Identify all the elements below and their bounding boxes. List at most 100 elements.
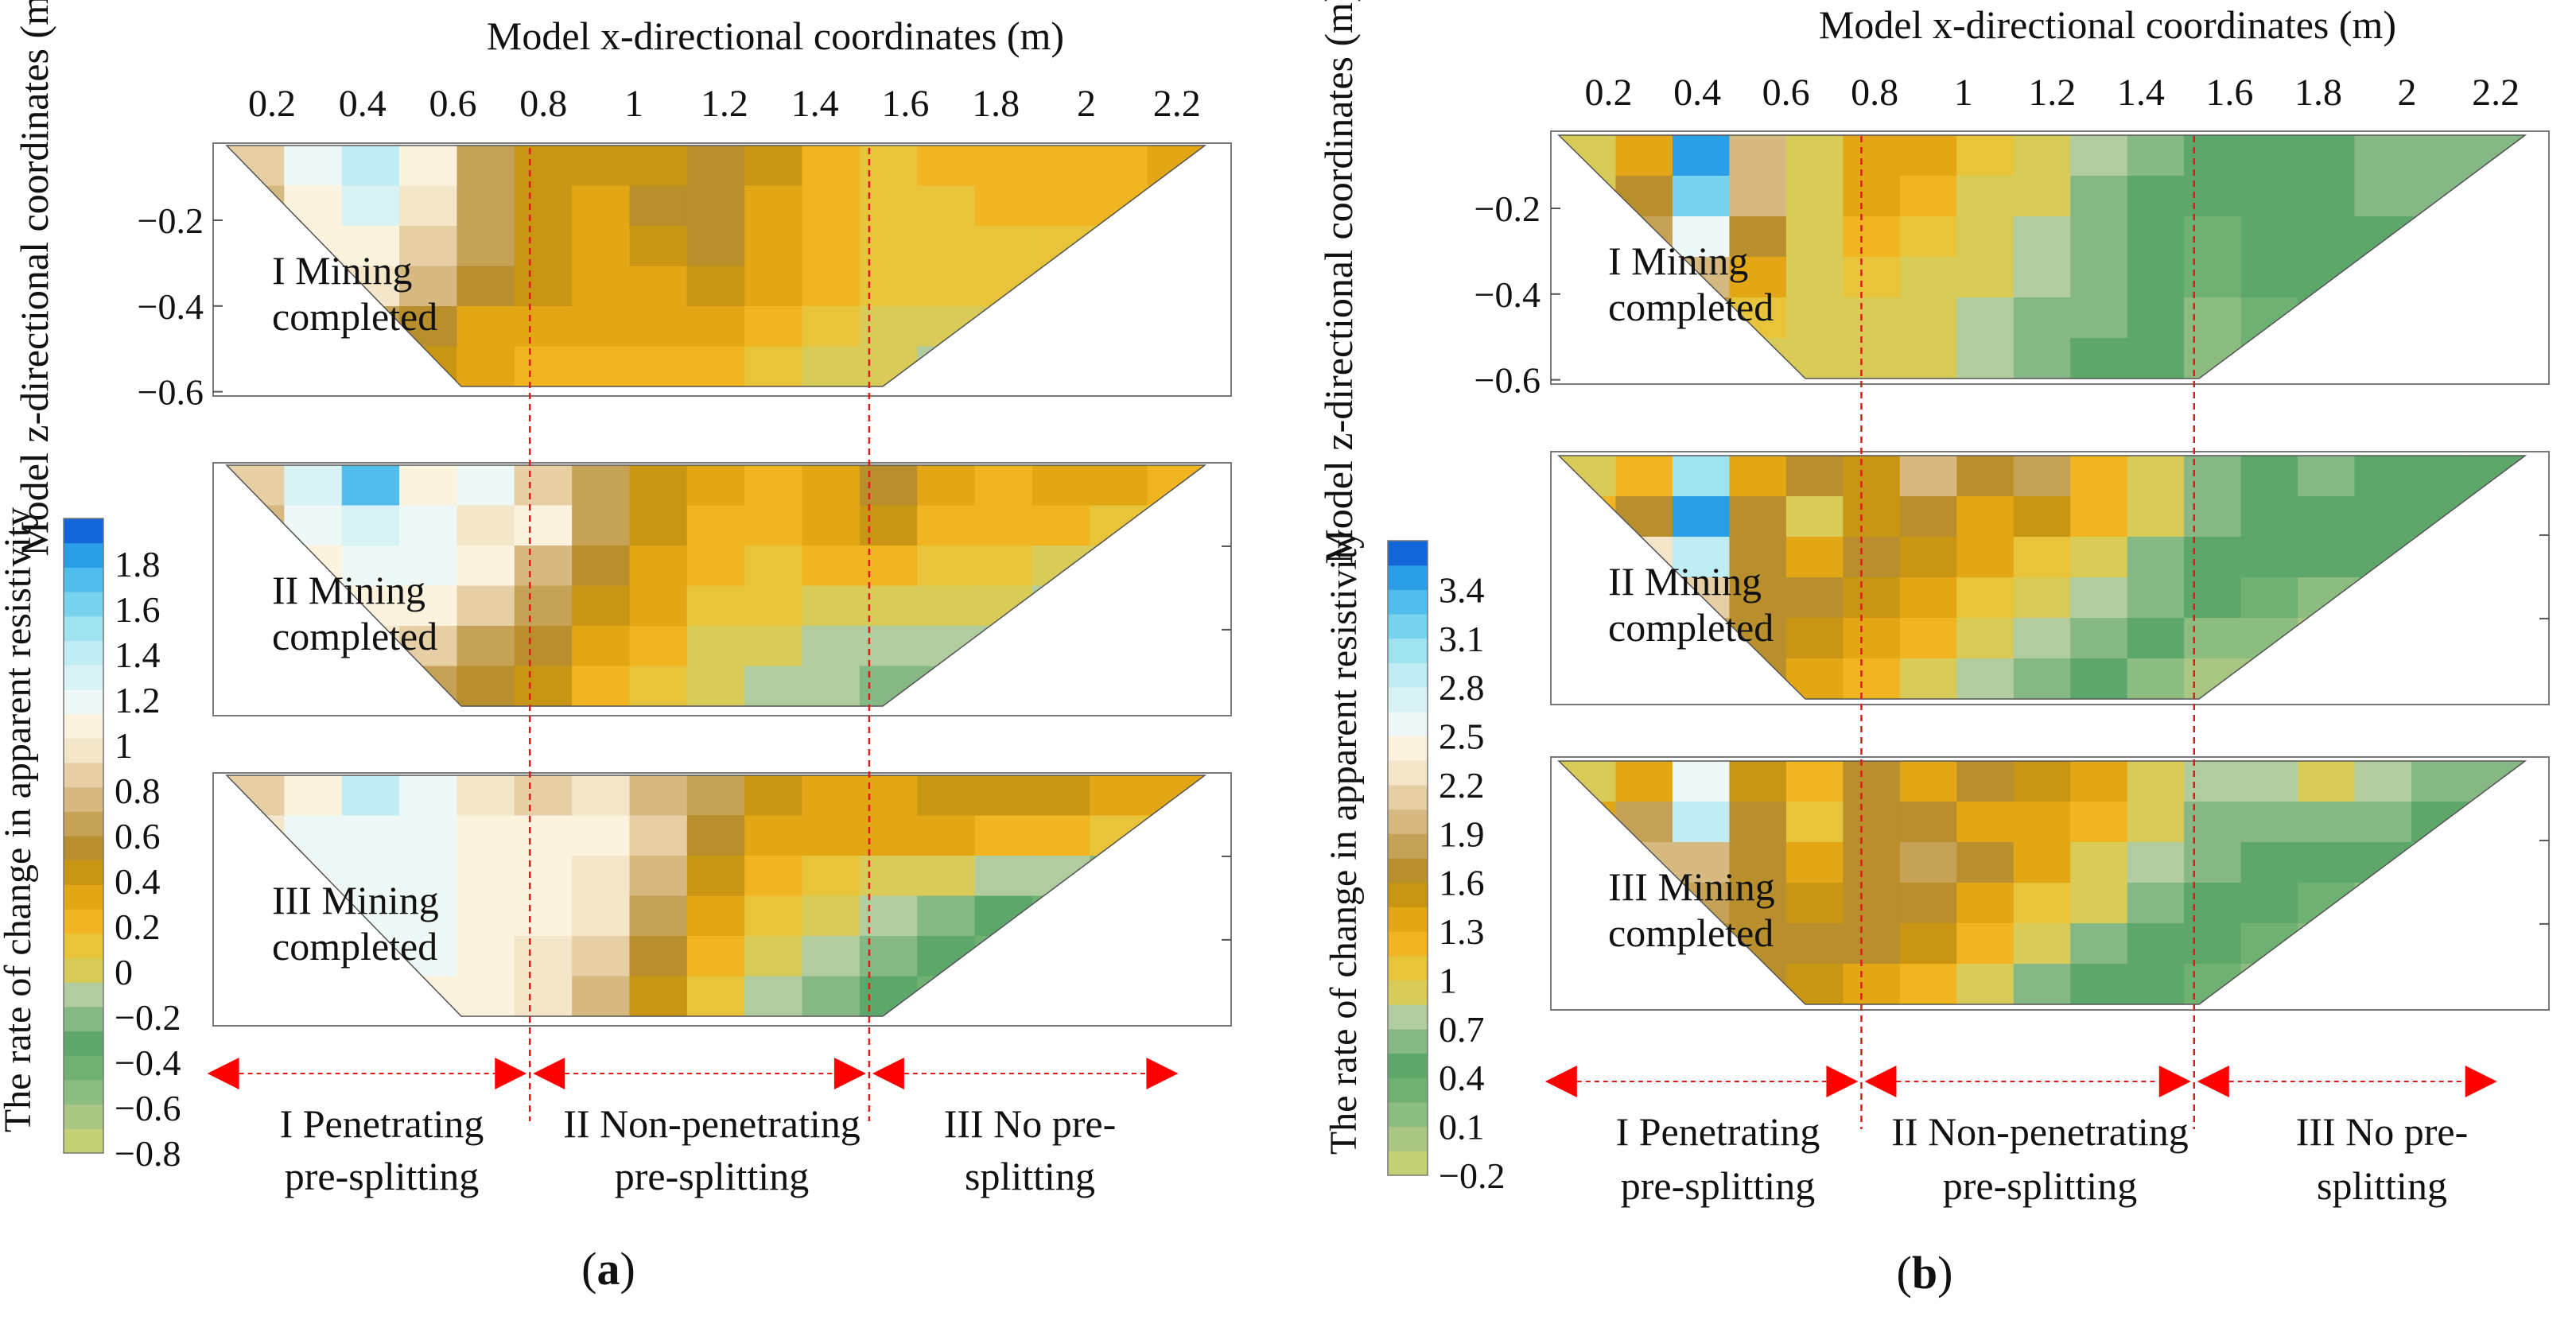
colorbar-segment	[64, 1128, 103, 1154]
colorbar-segment	[1388, 638, 1428, 663]
heatmap-cell	[1785, 176, 1844, 217]
colorbar-tick-label: −0.2	[1439, 1155, 1505, 1196]
heatmap-cell	[2184, 842, 2242, 883]
heatmap-cell	[744, 895, 803, 937]
heatmap-cell	[629, 465, 688, 507]
heatmap-cell	[2127, 964, 2186, 1004]
heatmap-cell	[744, 976, 803, 1016]
x-tick-label: 0.6	[429, 83, 477, 125]
heatmap-cell	[744, 856, 803, 897]
colorbar-segment	[64, 542, 103, 568]
colorbar-tick-label: 1.6	[115, 589, 161, 630]
heatmap-cell	[2240, 216, 2299, 258]
heatmap-cell	[686, 226, 746, 267]
heatmap-cell	[974, 815, 1033, 856]
heatmap-cell	[2298, 802, 2356, 843]
subplot-label-line1: I Mining	[272, 248, 412, 293]
heatmap-cell	[1956, 496, 2015, 538]
panel-paren-open: (	[581, 1243, 596, 1295]
heatmap-cell	[629, 185, 688, 227]
heatmap-cell	[514, 146, 573, 187]
zone-arrowhead-right	[1826, 1066, 1859, 1097]
heatmap-cell	[2298, 537, 2356, 578]
heatmap-cell	[1843, 618, 1901, 659]
heatmap-cell	[2013, 257, 2072, 298]
heatmap-cell	[457, 626, 515, 667]
heatmap-cell	[2013, 761, 2072, 802]
heatmap-cell	[2127, 297, 2186, 339]
heatmap-cell	[572, 465, 631, 507]
heatmap-cell	[1729, 496, 1787, 538]
heatmap-cell	[686, 346, 746, 386]
colorbar-title: The rate of change in apparent resistivi…	[1323, 530, 1365, 1155]
colorbar-frame	[1387, 540, 1428, 1176]
heatmap-cell	[2070, 964, 2128, 1004]
colorbar-segment	[64, 518, 103, 544]
heatmap-cell	[1843, 842, 1901, 883]
heatmap-cell	[629, 546, 688, 587]
colorbar-tick-label: 1.2	[115, 680, 161, 720]
heatmap-cell	[457, 585, 515, 627]
heatmap-cell	[572, 266, 631, 307]
heatmap-cell	[686, 815, 746, 856]
heatmap-cell	[802, 185, 861, 227]
colorbar-tick-label: 0.4	[1439, 1058, 1485, 1098]
heatmap-cell	[1729, 761, 1787, 802]
heatmap-cell	[341, 856, 401, 897]
heatmap-cell	[2070, 537, 2128, 578]
colorbar-segment	[1388, 882, 1428, 907]
x-tick-label: 2	[1077, 83, 1096, 125]
heatmap-cell	[917, 895, 976, 937]
heatmap-cell	[514, 775, 573, 817]
heatmap-cell	[514, 465, 573, 507]
heatmap-cell	[2070, 577, 2128, 619]
heatmap-cell	[2127, 842, 2186, 883]
colorbar-segment	[1388, 1028, 1428, 1054]
colorbar-segment	[64, 909, 103, 934]
heatmap-cell	[1785, 923, 1844, 965]
heatmap-cell	[2070, 338, 2128, 379]
heatmap-cell	[917, 266, 976, 307]
heatmap-cell	[1843, 496, 1901, 538]
x-tick-label: 1.6	[881, 83, 929, 125]
heatmap-cell	[572, 775, 631, 817]
heatmap-cell	[514, 856, 573, 897]
heatmap-cell	[629, 226, 688, 267]
heatmap-cell	[629, 505, 688, 546]
heatmap-cell	[1729, 802, 1787, 843]
heatmap-cell	[399, 546, 458, 587]
colorbar-segment	[1388, 662, 1428, 688]
heatmap-cell	[572, 976, 631, 1016]
heatmap-cell	[1843, 297, 1901, 339]
zone-label-line1: III No pre-	[944, 1101, 1117, 1146]
heatmap-cell	[802, 936, 861, 977]
subplot-label-line2: completed	[1608, 910, 1774, 955]
heatmap-cell	[1729, 135, 1787, 177]
heatmap-cell	[2184, 802, 2242, 843]
heatmap-cell	[917, 185, 976, 227]
heatmap-cell	[744, 505, 803, 546]
colorbar-segment	[1388, 858, 1428, 883]
heatmap-cell	[2411, 135, 2469, 177]
heatmap-cell	[2127, 537, 2186, 578]
colorbar-segment	[64, 982, 103, 1008]
heatmap-cell	[1672, 456, 1731, 497]
heatmap-cell	[2127, 456, 2186, 497]
heatmap-cell	[514, 266, 573, 307]
heatmap-cell	[1899, 216, 1958, 258]
colorbar-segment	[1388, 760, 1428, 786]
heatmap-cell	[802, 976, 861, 1016]
x-tick-label: 1	[1954, 72, 1973, 114]
heatmap-cell	[2013, 577, 2072, 619]
heatmap-cell	[457, 465, 515, 507]
heatmap-cell	[572, 585, 631, 627]
heatmap-cell	[2070, 761, 2128, 802]
y-axis-title: Model z-directional coordinates (m)	[1316, 0, 1361, 565]
heatmap-cell	[2127, 496, 2186, 538]
subplot-label-line2: completed	[272, 294, 437, 339]
heatmap-cell	[572, 895, 631, 937]
heatmap-cell	[686, 465, 746, 507]
colorbar-segment	[1388, 1101, 1428, 1128]
section-outline	[225, 775, 1207, 1017]
heatmap-cell	[572, 626, 631, 667]
